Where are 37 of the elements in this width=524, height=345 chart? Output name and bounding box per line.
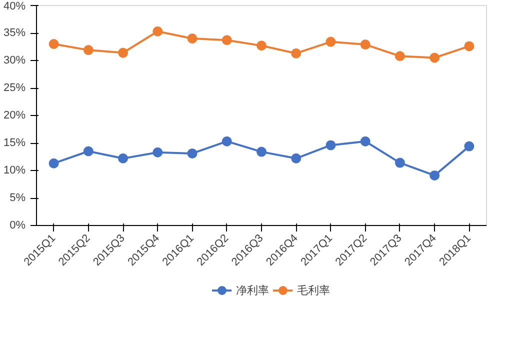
point [430, 170, 440, 180]
point [256, 40, 266, 51]
point [222, 136, 232, 146]
point [394, 158, 405, 168]
y-tick-label: 20% [3, 110, 26, 122]
legend-label: 净利率 [236, 282, 269, 298]
point [291, 48, 302, 58]
y-tick-label: 40% [3, 0, 26, 12]
point [48, 158, 59, 168]
point [187, 148, 198, 158]
point [118, 48, 128, 58]
point [326, 140, 336, 150]
point [187, 34, 198, 44]
point [256, 146, 266, 157]
point [83, 45, 94, 56]
y-tick-label: 5% [10, 192, 26, 204]
y-tick-label: 30% [3, 54, 26, 66]
point [464, 41, 474, 52]
y-tick-label: 15% [3, 137, 26, 149]
point [83, 146, 94, 156]
point [48, 39, 59, 49]
y-tick-label: 0% [10, 220, 26, 232]
point [430, 52, 440, 63]
point [152, 147, 163, 158]
point [152, 26, 163, 36]
y-tick-label: 10% [3, 164, 26, 176]
point [360, 136, 370, 146]
legend-label: 毛利率 [297, 282, 330, 298]
y-tick-label: 35% [3, 27, 26, 39]
point [394, 51, 405, 62]
point [118, 153, 128, 164]
point [326, 36, 336, 47]
point [222, 35, 232, 46]
point [464, 141, 474, 152]
point [291, 153, 302, 164]
y-tick-label: 25% [3, 82, 26, 94]
point [360, 40, 370, 50]
